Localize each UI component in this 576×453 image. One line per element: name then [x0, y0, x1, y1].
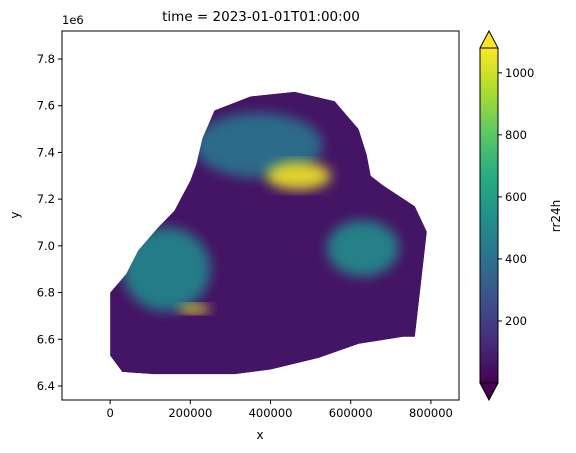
colorbar-label: rr24h: [549, 200, 563, 233]
plot-frame: [61, 30, 460, 401]
colorbar-ticks: 200 400 600 800 1000: [498, 66, 534, 328]
colorbar-tick-label: 1000: [505, 66, 534, 80]
x-tick-label: 0: [106, 406, 113, 420]
x-tick-label: 200000: [168, 406, 212, 420]
region-moderate-band-west: [122, 227, 211, 312]
x-tick-label: 600000: [329, 406, 373, 420]
colorbar-extend-min: [479, 382, 499, 402]
chart-title: time = 2023-01-01T01:00:00: [162, 9, 360, 25]
region-peak-central: [266, 161, 331, 190]
heatmap-clipped-group: [110, 91, 427, 375]
y-tick-label: 6.8: [37, 286, 55, 300]
colorbar-tick-label: 200: [505, 314, 527, 328]
x-tick-label: 400000: [249, 406, 293, 420]
colorbar-tick-label: 600: [505, 190, 527, 204]
y-tick-label: 6.4: [37, 379, 55, 393]
region-peak-southwest: [178, 304, 211, 314]
y-axis-label: y: [8, 211, 22, 218]
x-axis: 0 200000 400000 600000 800000: [106, 400, 453, 420]
y-tick-label: 7.0: [37, 239, 55, 253]
region-moderate-east: [326, 220, 399, 277]
y-tick-label: 7.2: [37, 192, 55, 206]
y-tick-label: 7.6: [37, 99, 55, 113]
x-axis-label: x: [256, 428, 263, 442]
colorbar-gradient: [479, 47, 499, 384]
y-tick-label: 6.6: [37, 332, 55, 346]
y-tick-label: 7.4: [37, 145, 55, 159]
x-tick-label: 800000: [409, 406, 453, 420]
region-moderate-north: [194, 112, 323, 179]
y-offset-label: 1e6: [62, 13, 84, 27]
y-axis: 6.4 6.6 6.8 7.0 7.2 7.4 7.6 7.8: [37, 52, 62, 393]
colorbar: 200 400 600 800 1000 rr24h: [479, 29, 563, 402]
colorbar-extend-max: [479, 29, 499, 49]
heatmap-layer: [110, 91, 427, 375]
colorbar-tick-label: 800: [505, 128, 527, 142]
y-tick-label: 7.8: [37, 52, 55, 66]
colorbar-tick-label: 400: [505, 252, 527, 266]
